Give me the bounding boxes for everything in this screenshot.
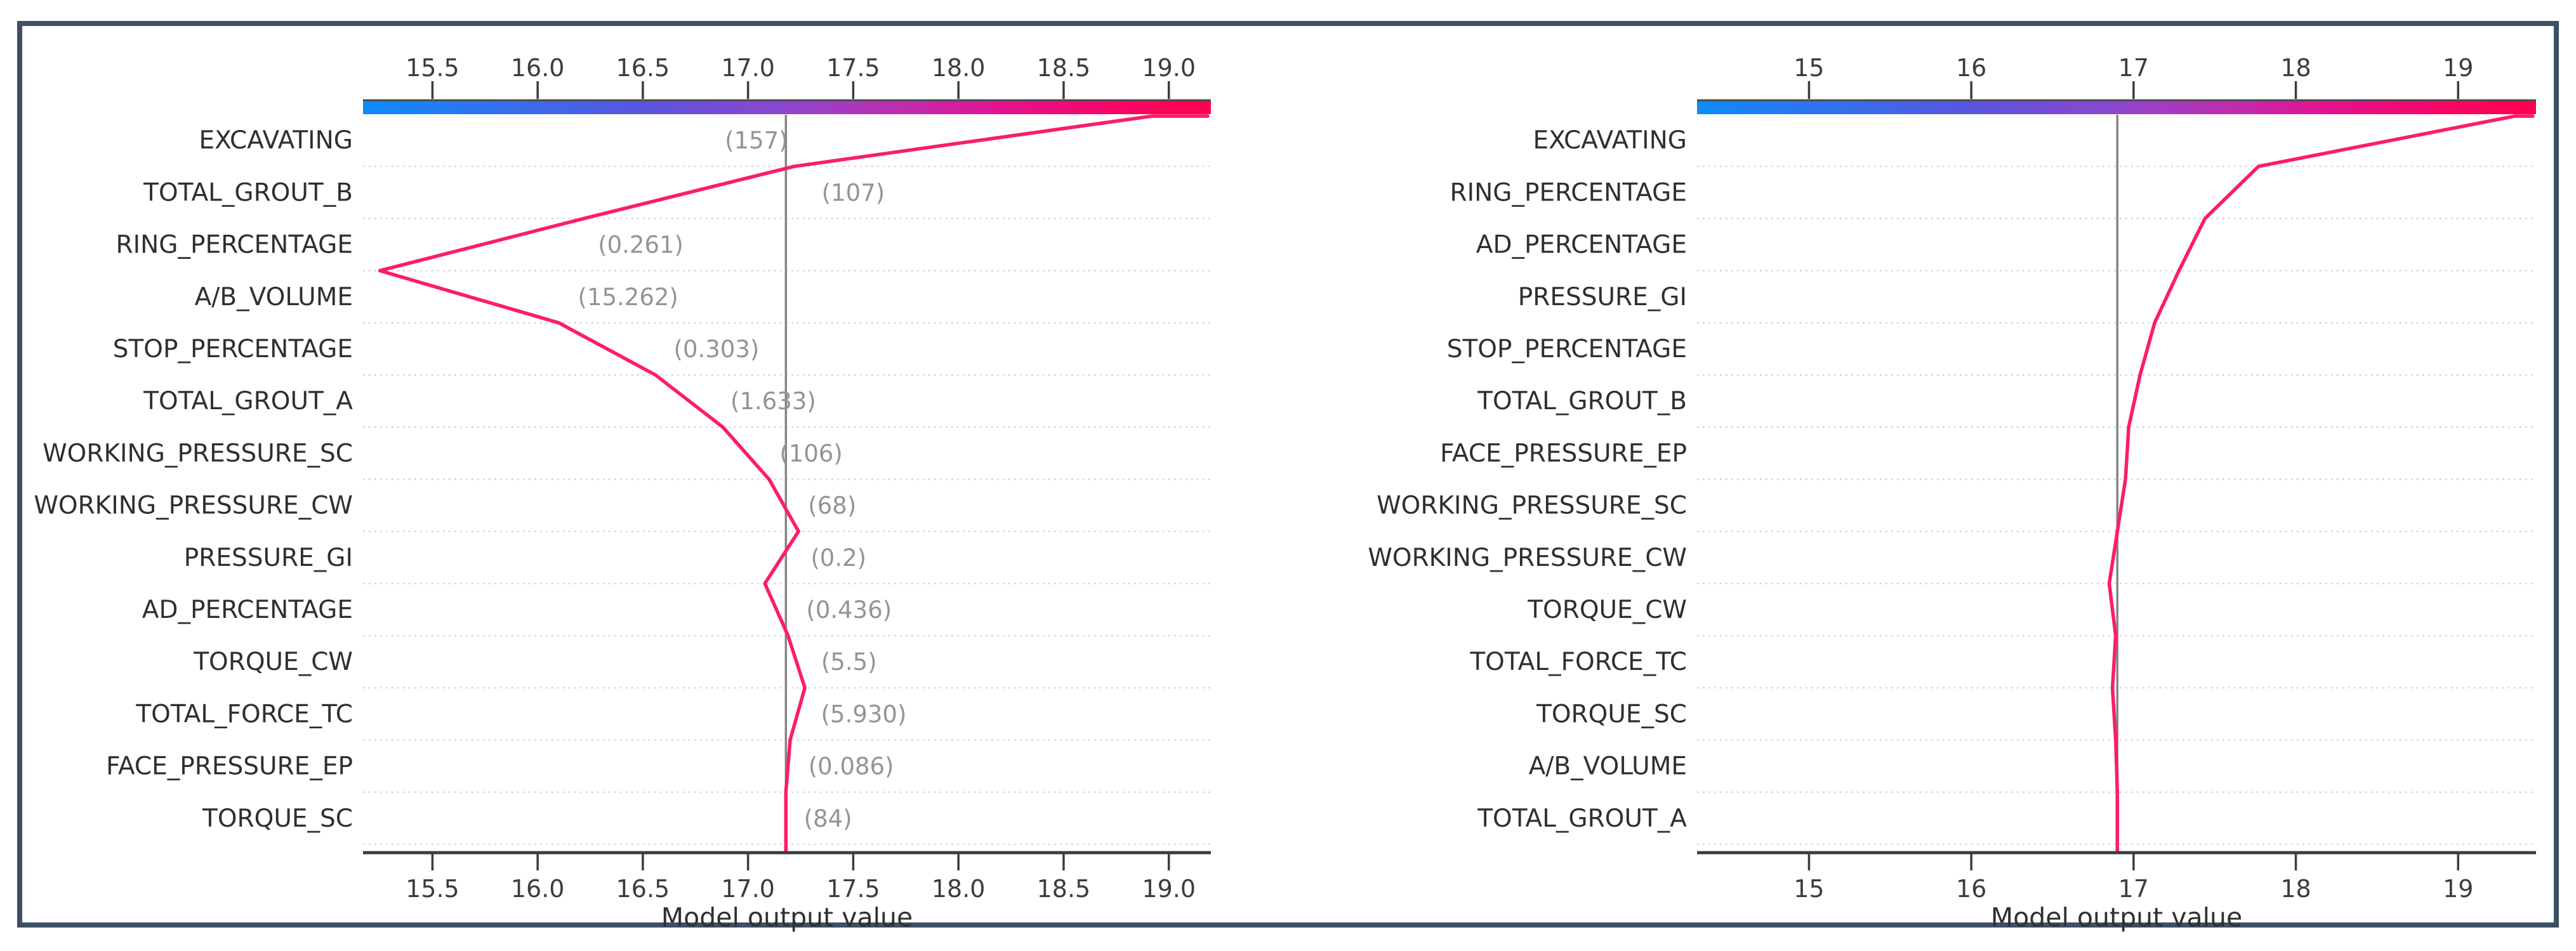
bottom-axis-tick-label: 16.0 xyxy=(511,875,565,903)
bottom-axis-tick-label: 17 xyxy=(2118,875,2149,903)
bottom-axis-tick-label: 18.0 xyxy=(932,875,986,903)
x-axis-label: Model output value xyxy=(1991,902,2242,933)
feature-label: AD_PERCENTAGE xyxy=(142,596,353,624)
top-axis-tick-label: 18 xyxy=(2280,54,2311,82)
feature-label: RING_PERCENTAGE xyxy=(1450,178,1687,207)
feature-label: AD_PERCENTAGE xyxy=(1476,231,1687,259)
feature-label: TOTAL_FORCE_TC xyxy=(135,700,353,728)
feature-value-label: (0.2) xyxy=(810,544,866,572)
feature-label: STOP_PERCENTAGE xyxy=(1447,335,1687,364)
bottom-axis-tick-label: 15.5 xyxy=(406,875,459,903)
feature-label: RING_PERCENTAGE xyxy=(116,231,353,259)
feature-label: TORQUE_SC xyxy=(202,804,353,833)
feature-value-label: (15.262) xyxy=(578,284,678,311)
feature-label: TOTAL_FORCE_TC xyxy=(1469,648,1687,676)
feature-value-label: (0.436) xyxy=(806,596,892,624)
feature-value-label: (68) xyxy=(808,492,856,520)
bottom-axis-tick-label: 18.5 xyxy=(1037,875,1091,903)
feature-label: WORKING_PRESSURE_CW xyxy=(34,492,353,520)
feature-value-label: (84) xyxy=(804,805,852,832)
bottom-axis-tick-label: 17.0 xyxy=(721,875,775,903)
decision-plot-left: 15.5 16.0 16.5 17.0 17.5 18.0 18.5 19.0 EXCAVATI… xyxy=(34,54,1211,933)
feature-label: TORQUE_CW xyxy=(1527,596,1687,624)
decision-path xyxy=(378,114,1210,853)
feature-value-label: (106) xyxy=(779,440,843,467)
x-axis-label: Model output value xyxy=(661,902,913,933)
top-axis-tick-label: 15 xyxy=(1793,54,1824,82)
feature-label: WORKING_PRESSURE_CW xyxy=(1368,544,1687,572)
top-axis-tick-label: 17 xyxy=(2118,54,2149,82)
feature-label: A/B_VOLUME xyxy=(1529,752,1687,781)
top-axis-tick-label: 19.0 xyxy=(1142,54,1196,82)
colorbar xyxy=(363,100,1211,114)
top-axis-tick-label: 16.0 xyxy=(511,54,565,82)
feature-label: EXCAVATING xyxy=(1533,126,1688,155)
feature-label: TOTAL_GROUT_A xyxy=(1477,804,1687,833)
bottom-axis-tick-label: 16 xyxy=(1956,875,1986,903)
feature-label: PRESSURE_GI xyxy=(184,544,353,572)
figure-border xyxy=(17,21,2559,928)
feature-label: A/B_VOLUME xyxy=(195,283,353,312)
bottom-axis-tick-label: 15 xyxy=(1793,875,1824,903)
top-axis-tick-label: 18.5 xyxy=(1037,54,1091,82)
decision-path xyxy=(2107,114,2535,853)
bottom-axis-tick-label: 16.5 xyxy=(616,875,670,903)
feature-label: TOTAL_GROUT_B xyxy=(1477,387,1687,416)
top-axis-tick-label: 17.0 xyxy=(721,54,775,82)
feature-value-label: (5.5) xyxy=(821,648,877,676)
feature-label: FACE_PRESSURE_EP xyxy=(1440,439,1687,468)
feature-value-label: (5.930) xyxy=(821,700,907,728)
feature-label: PRESSURE_GI xyxy=(1518,283,1687,312)
top-axis-tick-label: 16.5 xyxy=(616,54,670,82)
feature-label: FACE_PRESSURE_EP xyxy=(106,752,353,781)
feature-value-label: (0.086) xyxy=(809,753,894,780)
feature-label: EXCAVATING xyxy=(199,126,353,155)
feature-value-label: (0.303) xyxy=(674,336,760,363)
decision-plot-right: 15 16 17 18 19 EXCAVATING RING_PERCENTAGE AD_PE… xyxy=(1368,54,2536,933)
feature-label: STOP_PERCENTAGE xyxy=(113,335,353,364)
top-axis-tick-label: 15.5 xyxy=(406,54,459,82)
feature-label: WORKING_PRESSURE_SC xyxy=(1377,492,1687,520)
top-axis-tick-label: 16 xyxy=(1956,54,1986,82)
feature-label: TORQUE_CW xyxy=(193,648,353,676)
bottom-axis-tick-label: 17.5 xyxy=(826,875,880,903)
top-axis-tick-label: 18.0 xyxy=(932,54,986,82)
bottom-axis-tick-label: 18 xyxy=(2280,875,2311,903)
feature-label: TOTAL_GROUT_A xyxy=(143,387,353,416)
feature-label: WORKING_PRESSURE_SC xyxy=(43,439,353,468)
bottom-axis-tick-label: 19 xyxy=(2443,875,2473,903)
feature-value-label: (1.633) xyxy=(730,388,816,415)
feature-value-label: (107) xyxy=(822,179,885,206)
top-axis-tick-label: 17.5 xyxy=(826,54,880,82)
feature-value-label: (0.261) xyxy=(598,232,684,259)
top-axis-tick-label: 19 xyxy=(2443,54,2473,82)
feature-label: TORQUE_SC xyxy=(1536,700,1687,728)
bottom-axis-tick-label: 19.0 xyxy=(1142,875,1196,903)
colorbar xyxy=(1697,100,2536,114)
feature-value-label: (157) xyxy=(725,127,788,154)
feature-label: TOTAL_GROUT_B xyxy=(143,178,353,207)
